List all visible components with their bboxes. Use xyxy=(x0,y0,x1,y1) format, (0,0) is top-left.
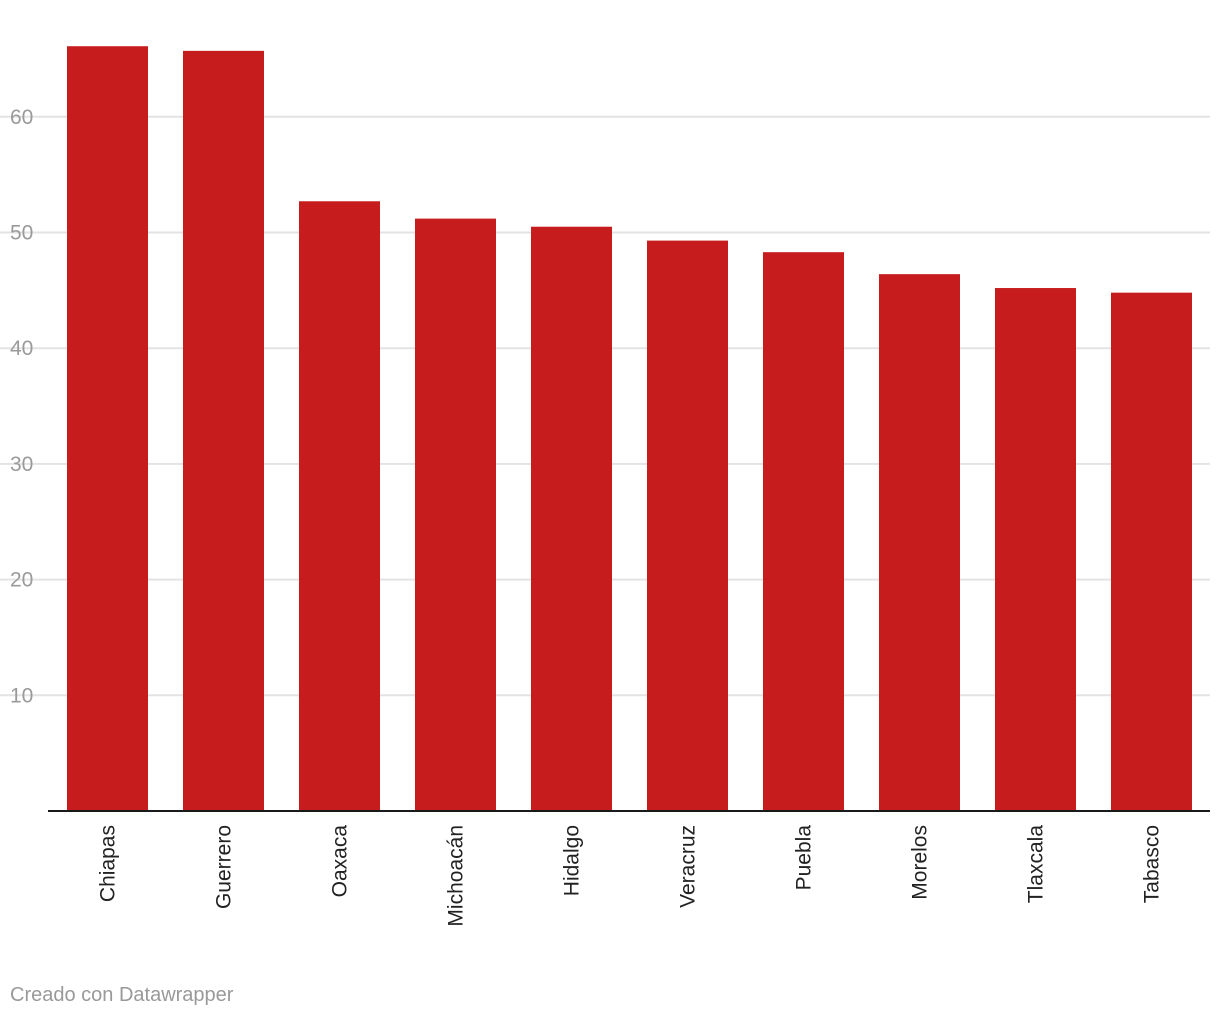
bar-chart: 10 20 30 40 50 60 Chiapas Guerrero Oaxaca Michoac… xyxy=(0,46,1210,927)
x-tick-label: Morelos xyxy=(909,825,932,900)
x-tick-label: Tabasco xyxy=(1141,825,1164,903)
bar-7[interactable] xyxy=(879,274,960,812)
y-tick-label: 50 xyxy=(10,222,33,245)
x-tick-label: Veracruz xyxy=(677,825,700,908)
bar-1[interactable] xyxy=(183,50,264,811)
y-tick-label: 10 xyxy=(10,684,33,707)
x-tick-label: Tlaxcala xyxy=(1025,825,1048,904)
y-tick-label: 30 xyxy=(10,453,33,476)
bar-3[interactable] xyxy=(415,218,496,812)
bar-9[interactable] xyxy=(1111,292,1192,811)
bar-6[interactable] xyxy=(763,252,844,811)
x-tick-label: Guerrero xyxy=(213,825,236,909)
axis-layer: 10 20 30 40 50 60 Chiapas Guerrero Oaxaca Michoac… xyxy=(10,106,1210,927)
bar-2[interactable] xyxy=(299,201,380,812)
x-tick-label: Puebla xyxy=(793,825,816,891)
bar-5[interactable] xyxy=(647,240,728,811)
bar-0[interactable] xyxy=(67,46,148,811)
bar-layer xyxy=(67,46,1192,812)
credit-footer[interactable]: Creado con Datawrapper xyxy=(10,984,234,1006)
chart-svg: 10 20 30 40 50 60 Chiapas Guerrero Oaxaca Michoac… xyxy=(0,46,1210,927)
x-tick-label: Chiapas xyxy=(97,825,120,902)
y-tick-label: 20 xyxy=(10,569,33,592)
y-tick-label: 40 xyxy=(10,337,33,360)
x-tick-label: Michoacán xyxy=(445,825,468,927)
bar-8[interactable] xyxy=(995,288,1076,811)
bar-4[interactable] xyxy=(531,226,612,812)
x-tick-label: Oaxaca xyxy=(329,825,352,898)
x-tick-label: Hidalgo xyxy=(561,825,584,896)
y-tick-label: 60 xyxy=(10,106,33,129)
